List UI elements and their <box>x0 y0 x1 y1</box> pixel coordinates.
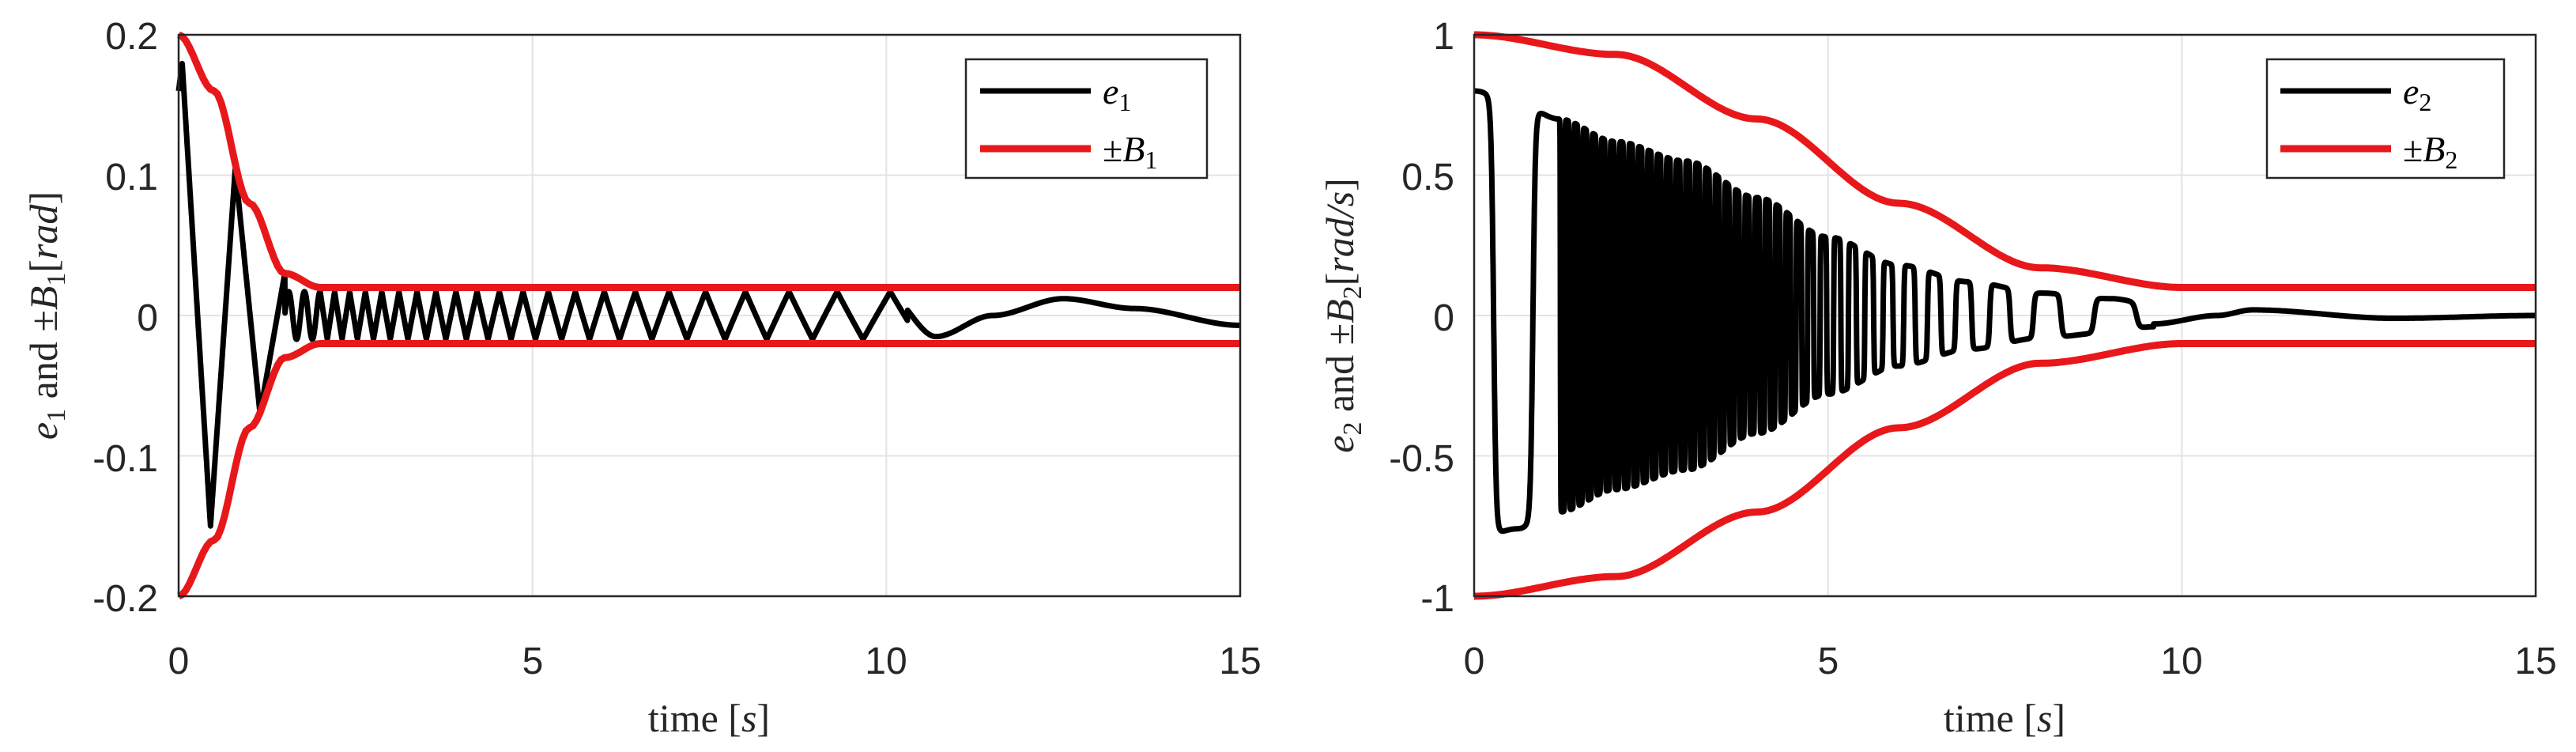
series-line-e2 <box>1471 88 2539 535</box>
y-axis-label: e1 and ±B1[rad] <box>21 191 71 440</box>
y-tick-label: -0.2 <box>92 578 158 620</box>
legend: e2 ±B2 <box>2265 58 2506 179</box>
x-tick-label: 0 <box>1464 641 1485 682</box>
y-tick-label: 0 <box>137 297 158 339</box>
y-tick-label: -0.5 <box>1389 438 1454 480</box>
chart-panel-e2: 0 5 10 15 -1 -0.5 0 0.5 1 time [s] e2 an… <box>1318 16 2557 740</box>
series-line-e1 <box>175 60 1243 529</box>
series <box>175 31 1243 600</box>
svg-text:e2 and ±B2[rad/s]: e2 and ±B2[rad/s] <box>1318 178 1367 453</box>
legend-entry-e1: e1 <box>1103 71 1131 116</box>
x-tick-label: 5 <box>1818 641 1839 682</box>
axes-frame <box>177 33 1242 598</box>
x-axis-label: time [s] <box>648 696 770 740</box>
axes-frame <box>1473 33 2537 598</box>
series-line-lower-bound <box>1474 340 2536 600</box>
y-tick-label: -1 <box>1420 578 1454 620</box>
x-tick-label: 15 <box>1219 641 1261 682</box>
y-tick-label: 0.5 <box>1401 157 1454 198</box>
series-line-lower-bound <box>177 340 1240 600</box>
svg-text:time [s]: time [s] <box>1944 696 2065 740</box>
x-tick-label: 0 <box>168 641 190 682</box>
y-tick-label: 0.1 <box>105 157 158 198</box>
x-tick-label: 5 <box>522 641 544 682</box>
series <box>1471 31 2539 600</box>
x-tick-label: 10 <box>865 641 907 682</box>
legend: e1 ±B1 <box>964 58 1209 179</box>
x-axis-label: time [s] <box>1944 696 2065 740</box>
x-tick-label: 10 <box>2160 641 2202 682</box>
y-tick-label: 0 <box>1433 297 1454 339</box>
y-tick-label: 1 <box>1433 16 1454 58</box>
svg-text:e1 and ±B1[rad]: e1 and ±B1[rad] <box>21 191 71 440</box>
y-tick-label: 0.2 <box>105 16 158 58</box>
series-line-upper-bound <box>177 31 1240 291</box>
tick-labels: 0 5 10 15 -0.2 -0.1 0 0.1 0.2 <box>92 16 1261 682</box>
series-line-upper-bound <box>1474 31 2536 291</box>
y-tick-label: -0.1 <box>92 438 158 480</box>
chart-panel-e1: 0 5 10 15 -0.2 -0.1 0 0.1 0.2 time [s] e… <box>21 16 1262 740</box>
x-tick-label: 15 <box>2514 641 2556 682</box>
svg-text:time [s]: time [s] <box>648 696 770 740</box>
tick-labels: 0 5 10 15 -1 -0.5 0 0.5 1 <box>1389 16 2556 682</box>
y-axis-label: e2 and ±B2[rad/s] <box>1318 178 1367 453</box>
legend-entry-e2: e2 <box>2403 71 2431 116</box>
